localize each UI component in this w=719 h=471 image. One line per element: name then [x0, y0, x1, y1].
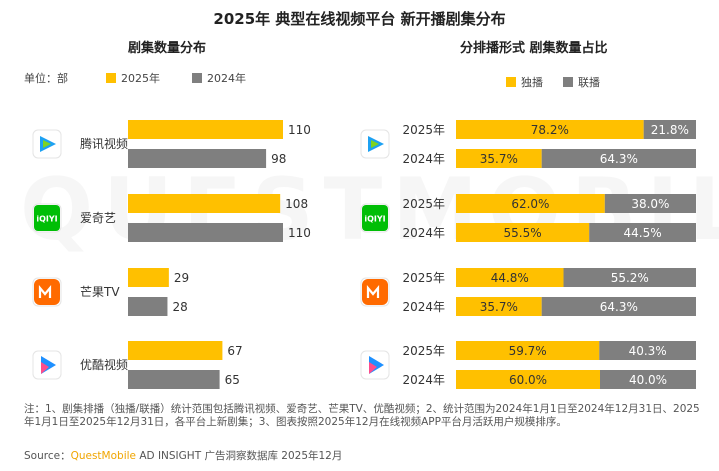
year-label: 2025年 — [402, 123, 445, 137]
iqiyi-icon — [362, 205, 388, 231]
bar-2025 — [128, 120, 283, 139]
stacked-label-joint: 64.3% — [600, 300, 638, 314]
stacked-bar-joint — [563, 268, 696, 287]
legend-swatch-2024 — [192, 73, 202, 83]
source-brand: QuestMobile — [70, 450, 136, 462]
tencent-video-icon-inner — [371, 140, 379, 148]
stacked-label-joint: 55.2% — [611, 271, 649, 285]
legend-swatch-joint — [563, 77, 573, 87]
bar-2025 — [128, 194, 281, 213]
stacked-label-joint: 21.8% — [651, 123, 689, 137]
source-line: Source：QuestMobile AD INSIGHT 广告洞察数据库 20… — [24, 448, 342, 463]
footnote: 注：1、剧集排播（独播/联播）统计范围包括腾讯视频、爱奇艺、芒果TV、优酷视频；… — [24, 403, 700, 428]
stacked-bar-exclusive — [456, 149, 542, 168]
platform-label: 芒果TV — [80, 284, 120, 299]
legend-left: 2025年 2024年 — [106, 70, 246, 86]
bar-value-label: 110 — [288, 123, 311, 137]
bar-value-label: 29 — [174, 271, 189, 285]
iqiyi-icon-text: iQIYI — [36, 215, 57, 224]
legend-swatch-2025 — [106, 73, 116, 83]
stacked-label-joint: 38.0% — [631, 197, 669, 211]
bar-value-label: 67 — [227, 344, 242, 358]
mango-tv-icon-mark — [38, 284, 52, 298]
platform-label: 爱奇艺 — [80, 211, 116, 225]
stacked-label-exclusive: 35.7% — [480, 300, 518, 314]
year-label: 2025年 — [402, 271, 445, 285]
youku-icon-inner — [41, 362, 49, 374]
mango-tv-icon-mark — [366, 284, 380, 298]
platform-label: 腾讯视频 — [80, 136, 128, 151]
iqiyi-icon — [34, 205, 60, 231]
stacked-bar-joint — [600, 370, 696, 389]
legend-label-exclusive: 独播 — [521, 76, 543, 89]
stacked-label-exclusive: 59.7% — [509, 344, 547, 358]
stacked-bar-joint — [589, 223, 696, 242]
source-rest: AD INSIGHT 广告洞察数据库 2025年12月 — [136, 450, 343, 462]
stacked-bar-joint — [604, 194, 696, 213]
stacked-label-joint: 40.3% — [629, 344, 667, 358]
unit-label: 单位：部 — [24, 72, 68, 85]
left-chart-subtitle: 剧集数量分布 — [128, 41, 207, 56]
source-label: Source： — [24, 450, 71, 462]
chart-title: 2025年 典型在线视频平台 新开播剧集分布 — [213, 10, 506, 28]
stacked-bar-joint — [541, 149, 696, 168]
bar-value-label: 28 — [172, 300, 187, 314]
stacked-bar-joint — [541, 297, 696, 316]
stacked-bar-exclusive — [456, 120, 644, 139]
stacked-label-exclusive: 55.5% — [504, 226, 542, 240]
legend-swatch-exclusive — [506, 77, 516, 87]
bar-value-label: 98 — [271, 152, 286, 166]
stacked-label-exclusive: 35.7% — [480, 152, 518, 166]
stacked-bar-exclusive — [456, 297, 542, 316]
right-chart-subtitle: 分排播形式 剧集数量占比 — [460, 41, 608, 56]
bar-2025 — [128, 268, 169, 287]
bar-value-label: 65 — [225, 373, 240, 387]
year-label: 2024年 — [402, 152, 445, 166]
tencent-video-icon-inner — [43, 140, 51, 148]
year-label: 2024年 — [402, 373, 445, 387]
stacked-bar-joint — [599, 341, 696, 360]
stacked-bar-exclusive — [456, 194, 605, 213]
youku-icon-inner — [369, 362, 377, 374]
stacked-label-exclusive: 62.0% — [511, 197, 549, 211]
stacked-bar-exclusive — [456, 370, 600, 389]
legend-label-2024: 2024年 — [207, 72, 246, 85]
stacked-label-joint: 44.5% — [624, 226, 662, 240]
year-label: 2024年 — [402, 226, 445, 240]
bar-2024 — [128, 297, 168, 316]
iqiyi-icon-text: iQIYI — [364, 215, 385, 224]
stacked-bar-joint — [643, 120, 696, 139]
stacked-label-exclusive: 78.2% — [531, 123, 569, 137]
bar-2024 — [128, 370, 220, 389]
year-label: 2025年 — [402, 344, 445, 358]
platform-label: 优酷视频 — [80, 357, 128, 372]
year-label: 2025年 — [402, 197, 445, 211]
bar-2024 — [128, 223, 283, 242]
bar-value-label: 108 — [285, 197, 308, 211]
stacked-bar-exclusive — [456, 341, 600, 360]
bar-value-label: 110 — [288, 226, 311, 240]
stacked-label-joint: 40.0% — [629, 373, 667, 387]
bar-2025 — [128, 341, 223, 360]
stacked-bar-exclusive — [456, 223, 590, 242]
stacked-label-exclusive: 44.8% — [491, 271, 529, 285]
stacked-label-exclusive: 60.0% — [509, 373, 547, 387]
stacked-label-joint: 64.3% — [600, 152, 638, 166]
legend-label-2025: 2025年 — [121, 72, 160, 85]
year-label: 2024年 — [402, 300, 445, 314]
legend-label-joint: 联播 — [578, 76, 600, 89]
bar-2024 — [128, 149, 267, 168]
legend-right: 独播 联播 — [506, 74, 600, 90]
stacked-bar-exclusive — [456, 268, 564, 287]
